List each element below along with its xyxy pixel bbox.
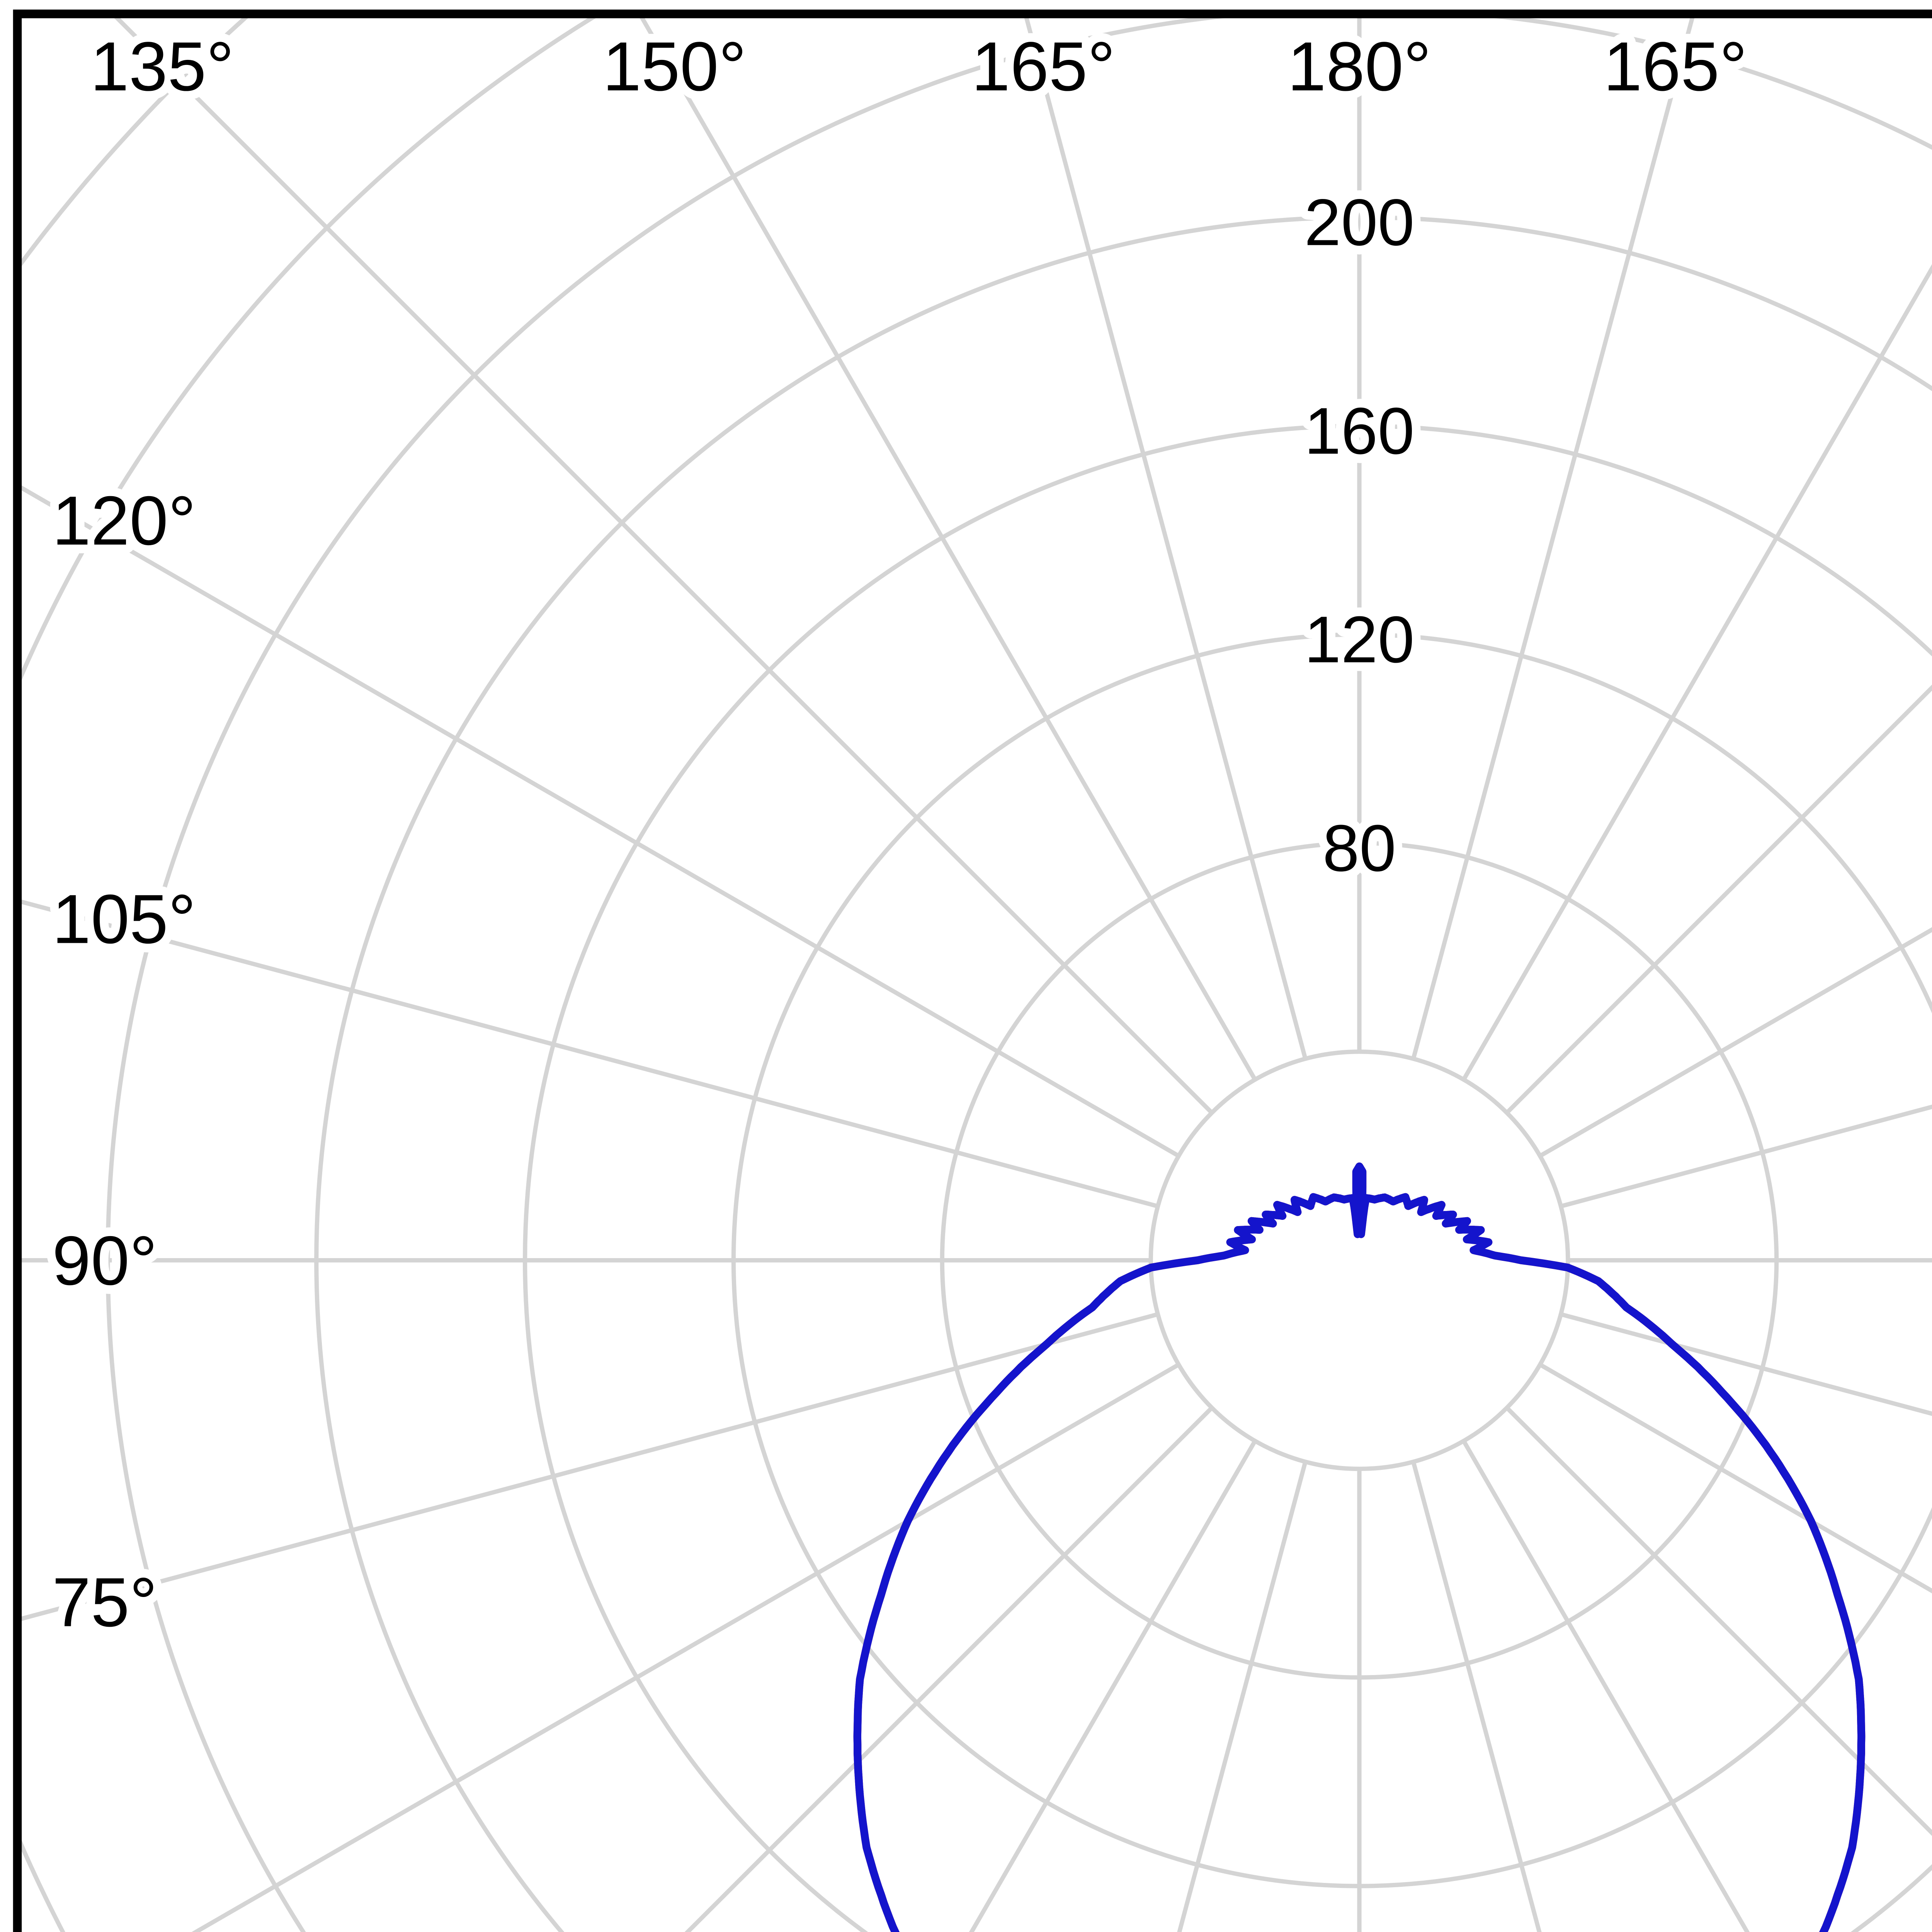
angle-label-180-right: 180°	[1287, 28, 1431, 105]
angle-label-165-right: 165°	[1604, 28, 1747, 105]
grid-spoke	[1024, 17, 1308, 1060]
chart-border	[13, 9, 1932, 1932]
grid-spoke	[1505, 684, 1932, 1114]
angle-label-120-left: 120°	[52, 482, 196, 560]
grid-spoke	[969, 1440, 1257, 1932]
grid-spoke	[1539, 1362, 1932, 1594]
curve-c90-c270	[853, 1162, 1866, 1932]
grid-spoke	[20, 899, 1158, 1209]
grid-spoke	[1560, 1312, 1932, 1416]
angle-label-90-left: 90°	[52, 1222, 157, 1300]
radial-label-160: 160	[1304, 394, 1414, 468]
radial-label-120: 120	[1304, 603, 1414, 677]
angle-label-75-left: 75°	[52, 1564, 157, 1641]
grid-spoke	[1411, 17, 1695, 1060]
angle-label-135-left: 135°	[90, 28, 234, 105]
grid-spoke	[1539, 927, 1932, 1158]
grid-spoke	[639, 17, 1257, 1081]
grid-spoke	[20, 485, 1180, 1158]
radial-label-200: 200	[1304, 185, 1414, 259]
angle-label-105-left: 105°	[52, 881, 196, 958]
grid-spoke	[1462, 1440, 1750, 1932]
grid-spoke	[113, 17, 1214, 1114]
grid-spoke	[1462, 264, 1932, 1081]
axis-labels: 0°15°15°30°30°45°45°60°60°75°75°90°90°10…	[43, 19, 1756, 1650]
grid-spoke	[191, 1362, 1180, 1932]
angle-label-150-left: 150°	[603, 28, 747, 105]
grid-spoke	[1411, 1461, 1542, 1932]
radial-label-80: 80	[1323, 811, 1396, 885]
grid-spoke	[1177, 1461, 1308, 1932]
grid-spoke	[1505, 1406, 1932, 1836]
angle-label-165-left: 165°	[971, 28, 1115, 105]
grid-spoke	[20, 1312, 1158, 1621]
grid-spoke	[684, 1406, 1214, 1932]
intensity-curves	[853, 1162, 1866, 1932]
grid-spoke	[1560, 1104, 1932, 1209]
